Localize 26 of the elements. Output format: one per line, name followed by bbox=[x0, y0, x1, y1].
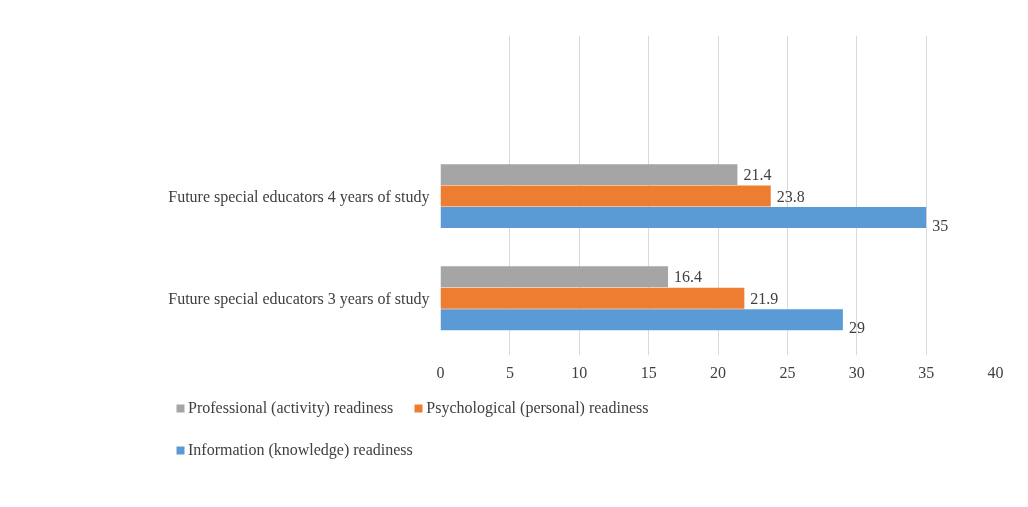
x-tick-label: 40 bbox=[987, 363, 1004, 381]
x-tick-label: 10 bbox=[571, 363, 588, 381]
x-tick-label: 0 bbox=[436, 363, 445, 381]
legend-label: Information (knowledge) readiness bbox=[188, 441, 413, 459]
bar bbox=[440, 207, 927, 228]
bar bbox=[440, 309, 843, 331]
x-tick-label: 20 bbox=[710, 363, 726, 381]
legend-label: Professional (activity) readiness bbox=[188, 399, 394, 417]
bar bbox=[440, 287, 745, 309]
bar bbox=[440, 164, 738, 185]
y-tick-label: Future special educators 3 years of study bbox=[168, 289, 430, 308]
data-label: 29 bbox=[848, 319, 865, 337]
x-tick-label: 30 bbox=[848, 363, 865, 381]
x-tick-label: 5 bbox=[505, 363, 514, 381]
data-label: 35 bbox=[932, 216, 949, 234]
x-tick-label: 35 bbox=[918, 363, 935, 381]
x-tick-label: 15 bbox=[640, 363, 657, 381]
bar bbox=[440, 266, 669, 288]
data-label: 21.4 bbox=[743, 166, 772, 184]
data-label: 23.8 bbox=[776, 187, 805, 205]
bar bbox=[440, 185, 771, 207]
data-label: 21.9 bbox=[750, 289, 779, 307]
legend-label: Psychological (personal) readiness bbox=[426, 399, 649, 417]
x-tick-label: 25 bbox=[779, 363, 796, 381]
data-label: 16.4 bbox=[674, 268, 703, 286]
y-tick-label: Future special educators 4 years of study bbox=[168, 187, 430, 206]
